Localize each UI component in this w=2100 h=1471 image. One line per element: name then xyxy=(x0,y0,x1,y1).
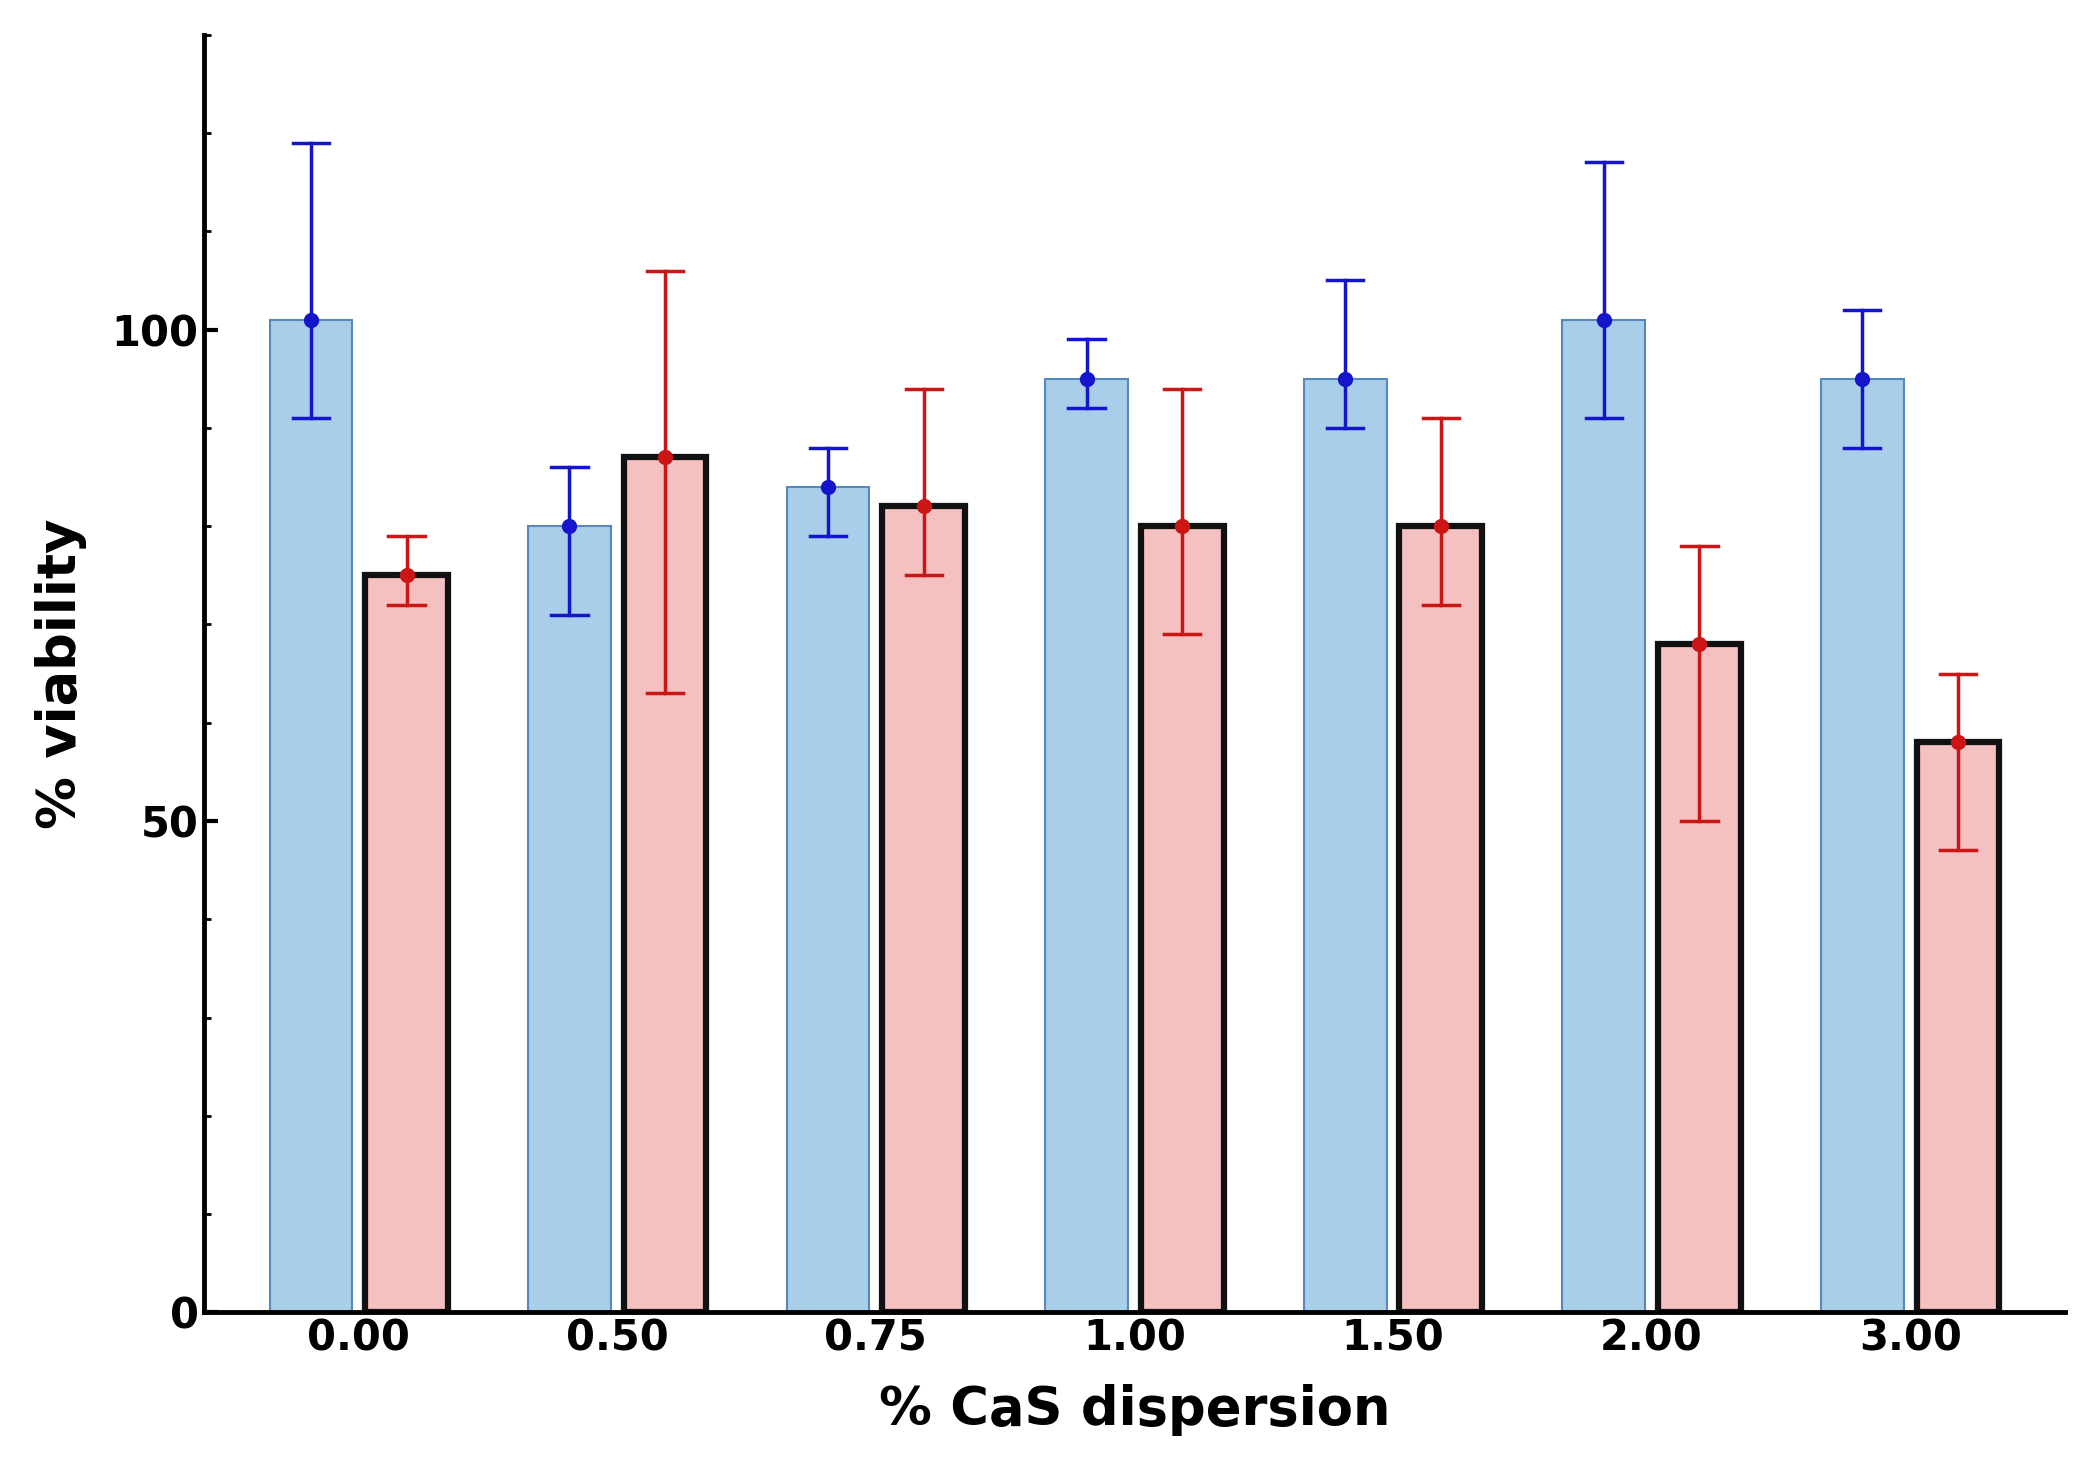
Y-axis label: % viability: % viability xyxy=(36,518,86,828)
Bar xyxy=(1399,527,1483,1312)
Bar xyxy=(1917,743,1999,1312)
Bar xyxy=(1659,644,1741,1312)
Bar xyxy=(1304,378,1386,1312)
Bar xyxy=(1046,378,1128,1312)
Bar xyxy=(1562,319,1644,1312)
Bar xyxy=(624,457,706,1312)
Bar xyxy=(269,319,353,1312)
X-axis label: % CaS dispersion: % CaS dispersion xyxy=(878,1384,1390,1436)
Bar xyxy=(788,487,869,1312)
Bar xyxy=(365,575,447,1312)
Bar xyxy=(1140,527,1224,1312)
Bar xyxy=(1821,378,1905,1312)
Bar xyxy=(882,506,966,1312)
Bar xyxy=(527,527,611,1312)
